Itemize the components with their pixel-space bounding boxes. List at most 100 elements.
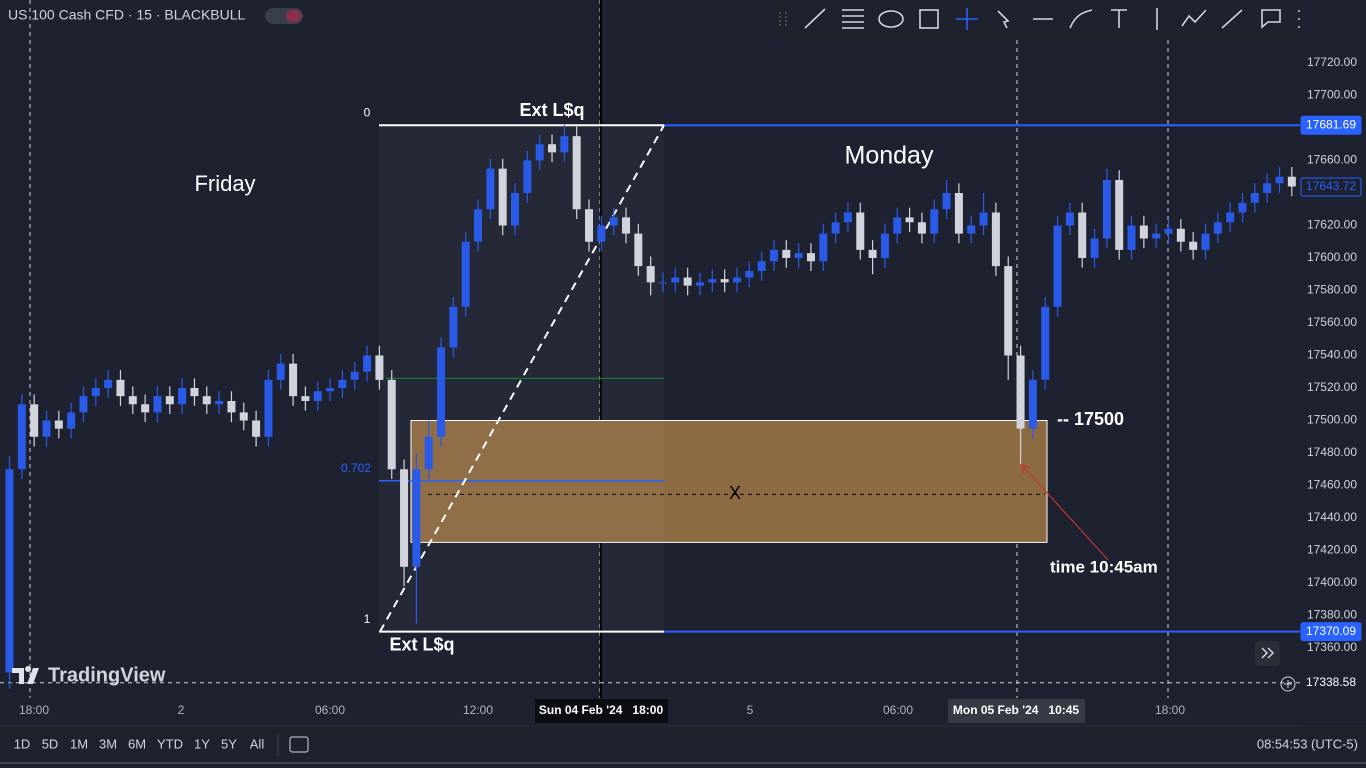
tool-text[interactable] [1111,9,1127,28]
candle-body [954,193,963,234]
time-highlight-label: Mon 05 Feb '24 10:45 [953,703,1080,717]
price-tag-label: 17370.09 [1306,624,1356,638]
candle-body [942,193,951,210]
candle-body [400,469,409,567]
note-arrow [1020,463,1109,561]
candle-body [794,253,803,259]
candle-body [67,412,76,429]
candle-body [893,217,902,234]
candle-body [363,355,372,372]
candle-body [437,347,446,437]
range-button[interactable]: 1Y [194,736,210,751]
range-button[interactable]: 5Y [221,736,237,751]
candle-body [227,400,236,413]
note-text: time 10:45am [1050,557,1158,576]
candle-body [511,193,520,226]
candle-body [979,212,988,226]
candle-body [695,282,704,286]
range-button[interactable]: 1M [70,736,88,751]
candle-body [782,249,791,259]
candle-body [523,160,532,194]
y-tick-label: 17540.00 [1307,348,1357,362]
zone-label: X [729,483,741,503]
candle-body [1078,212,1087,259]
candle-body [252,420,261,437]
candle-body [1053,225,1062,307]
day-label: Monday [845,142,934,170]
tool-line[interactable] [804,8,826,29]
range-button[interactable]: 6M [128,736,146,751]
candle-body [79,396,88,413]
fib-bottom-label: 1 [364,612,371,626]
clock: 08:54:53 (UTC-5) [1257,736,1358,751]
candle-body [202,396,211,405]
tool-path[interactable] [1181,9,1207,27]
candle-body [313,391,322,401]
candle-body [1016,355,1025,429]
candle-body [967,225,976,234]
y-tick-label: 17500.00 [1307,413,1357,427]
candle-body [1238,202,1247,213]
x-tick-label: 18:00 [19,703,49,717]
tool-ray[interactable] [1221,9,1243,29]
candle-body [1226,212,1235,223]
candle-body [1176,228,1185,242]
candle-body [1041,306,1050,380]
candle-body [30,404,39,437]
add-button[interactable] [1280,676,1296,692]
candle-body [1102,180,1111,239]
toolbar-bg [772,0,1366,38]
y-tick-label: 17440.00 [1307,510,1357,524]
candle-body [535,144,544,161]
candle-body [720,279,729,283]
y-tick-label: 17620.00 [1307,218,1357,232]
tool-ellipse[interactable] [878,10,904,28]
y-tick-label: 17700.00 [1307,88,1357,102]
candle-body [375,355,384,380]
price-tag [1300,115,1362,135]
tool-rect[interactable] [919,9,939,29]
candle-body [634,233,643,267]
candle-body [1213,222,1222,234]
candle-body [141,404,150,413]
date-range-button[interactable] [289,736,309,753]
candle-body [264,379,273,437]
candle-body [560,136,569,153]
price-tag [1300,673,1362,693]
candle-body [387,379,396,470]
tool-cross[interactable] [956,8,978,30]
y-tick-label: 17460.00 [1307,478,1357,492]
candle-body [17,404,26,470]
candle-body [683,277,692,286]
plot: X -- 17500 0.702 0 1 Ext L$q Ext L$q time 10:45… [0,0,1300,698]
status-pill-alert [286,10,301,22]
x-tick-label: 5 [747,703,754,717]
candle-body [819,233,828,262]
range-button[interactable]: 1D [14,736,31,751]
candle-body [42,420,51,437]
range-button[interactable]: 5D [42,736,59,751]
tool-fib[interactable] [842,9,864,29]
range-button[interactable]: All [250,736,265,751]
y-tick-label: 17380.00 [1307,608,1357,622]
candle-body [1250,193,1259,203]
time-highlight [535,699,668,723]
candle-body [54,420,63,429]
range-button[interactable]: YTD [157,736,183,751]
price-tag [1300,177,1362,197]
tool-note[interactable] [1261,9,1281,29]
y-tick-label: 17720.00 [1307,55,1357,69]
ext-top-text: Ext L$q [519,100,584,120]
candle-body [769,249,778,262]
tool-cursor[interactable] [997,10,1010,29]
x-tick-label: 18:00 [1155,703,1185,717]
candle-body [1115,180,1124,250]
candle-body [338,379,347,388]
range-button[interactable]: 3M [99,736,117,751]
candle-body [190,387,199,397]
tool-brush[interactable] [1069,9,1093,29]
candle-body [104,379,113,388]
fib-level-label: 0.702 [341,461,371,475]
